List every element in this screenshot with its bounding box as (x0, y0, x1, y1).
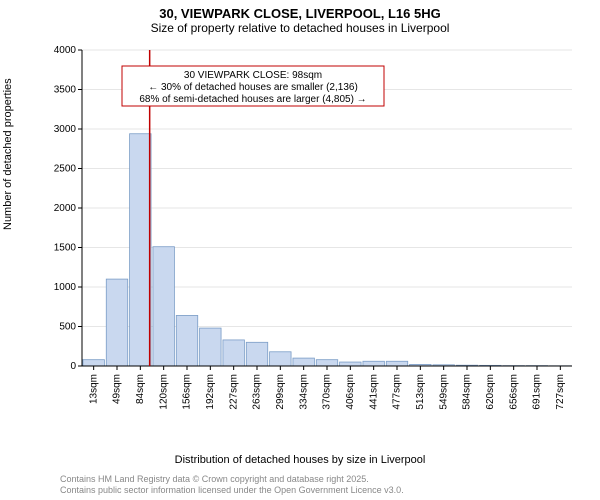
svg-text:30 VIEWPARK CLOSE: 98sqm: 30 VIEWPARK CLOSE: 98sqm (184, 70, 322, 81)
svg-text:13sqm: 13sqm (88, 374, 99, 404)
svg-text:0: 0 (70, 361, 76, 372)
svg-text:620sqm: 620sqm (485, 374, 496, 410)
svg-text:120sqm: 120sqm (158, 374, 169, 410)
svg-text:370sqm: 370sqm (322, 374, 333, 410)
y-axis-label: Number of detached properties (2, 78, 14, 230)
svg-text:584sqm: 584sqm (462, 374, 473, 410)
page-title: 30, VIEWPARK CLOSE, LIVERPOOL, L16 5HG (0, 0, 600, 21)
svg-text:500: 500 (59, 322, 76, 333)
svg-text:2500: 2500 (54, 164, 77, 175)
svg-text:406sqm: 406sqm (345, 374, 356, 410)
svg-text:263sqm: 263sqm (252, 374, 263, 410)
footer-line-2: Contains public sector information licen… (60, 485, 404, 496)
chart-area: 0 500 1000 1500 2000 2500 3000 3500 4000 13sqm 49s… (50, 44, 580, 424)
svg-text:← 30% of detached houses are s: ← 30% of detached houses are smaller (2,… (148, 82, 358, 93)
svg-text:227sqm: 227sqm (228, 374, 239, 410)
svg-text:477sqm: 477sqm (392, 374, 403, 410)
page-subtitle: Size of property relative to detached ho… (0, 21, 600, 39)
x-axis-label: Distribution of detached houses by size … (0, 454, 600, 466)
svg-text:156sqm: 156sqm (182, 374, 193, 410)
svg-text:2000: 2000 (54, 203, 77, 214)
footer-line-1: Contains HM Land Registry data © Crown c… (60, 474, 404, 485)
histogram-chart: 0 500 1000 1500 2000 2500 3000 3500 4000 13sqm 49s… (50, 44, 580, 424)
svg-text:727sqm: 727sqm (555, 374, 566, 410)
svg-text:656sqm: 656sqm (508, 374, 519, 410)
svg-text:49sqm: 49sqm (112, 374, 123, 404)
svg-text:84sqm: 84sqm (135, 374, 146, 404)
svg-text:192sqm: 192sqm (205, 374, 216, 410)
svg-text:299sqm: 299sqm (275, 374, 286, 410)
svg-text:513sqm: 513sqm (415, 374, 426, 410)
svg-text:68% of semi-detached houses ar: 68% of semi-detached houses are larger (… (139, 94, 366, 105)
svg-text:441sqm: 441sqm (368, 374, 379, 410)
svg-text:334sqm: 334sqm (298, 374, 309, 410)
svg-text:1000: 1000 (54, 282, 77, 293)
svg-text:3500: 3500 (54, 85, 77, 96)
svg-text:691sqm: 691sqm (532, 374, 543, 410)
svg-text:549sqm: 549sqm (438, 374, 449, 410)
svg-text:4000: 4000 (54, 45, 77, 56)
svg-text:1500: 1500 (54, 243, 77, 254)
svg-text:3000: 3000 (54, 124, 77, 135)
footer-attribution: Contains HM Land Registry data © Crown c… (60, 474, 404, 497)
